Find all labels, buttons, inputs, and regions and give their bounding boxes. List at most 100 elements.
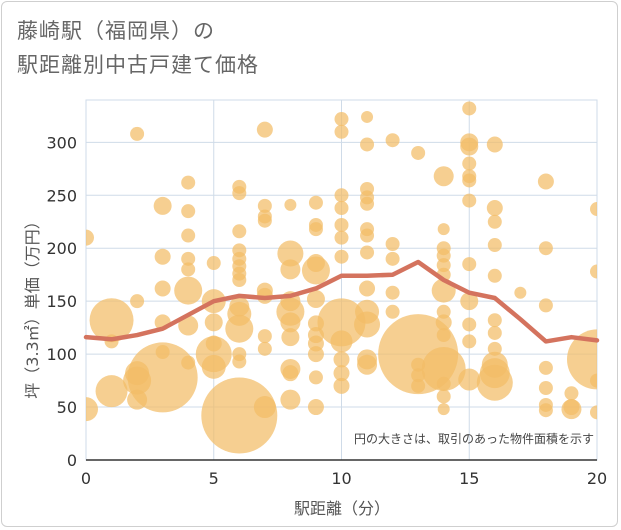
bubble-point [411, 145, 426, 160]
x-axis-label: 駅距離（分） [294, 499, 390, 518]
bubble-point [174, 276, 203, 305]
bubble-point [563, 399, 580, 416]
bubble-point [567, 329, 597, 390]
bubble-point [153, 196, 172, 215]
bubble-point [181, 175, 196, 190]
bubble-point [385, 251, 400, 266]
x-tick-label: 5 [209, 469, 219, 488]
bubble-point [462, 334, 477, 349]
bubble-point [357, 354, 378, 375]
bubble-point [460, 137, 479, 156]
bubble-point [487, 341, 502, 356]
bubble-point [462, 173, 477, 188]
bubble-point [280, 259, 301, 280]
bubble-point [181, 228, 196, 243]
bubble-point [232, 354, 247, 369]
chart-title: 藤崎駅（福岡県）の 駅距離別中古戸建て価格 [17, 14, 259, 82]
bubble-point [306, 254, 325, 273]
bubble-point [280, 389, 301, 410]
bubble-point [487, 325, 502, 340]
bubble-point [280, 312, 301, 333]
bubble-point [206, 256, 221, 271]
bubble-point [411, 378, 426, 393]
y-tick-label: 200 [46, 239, 77, 258]
bubble-point [333, 365, 350, 382]
bubble-point [181, 251, 196, 266]
bubble-point [178, 315, 199, 336]
bubble-point [334, 188, 349, 203]
bubble-point [253, 396, 276, 419]
bubble-point [306, 290, 325, 309]
bubble-point [436, 328, 451, 343]
bubble-point [360, 137, 375, 152]
axes: 0 50 100 150 200 250 300 0 5 10 15 20 [46, 133, 607, 488]
bubble-point [130, 126, 145, 141]
bubble-point [284, 198, 297, 211]
bubble-point [277, 240, 304, 267]
bubble-point [232, 273, 247, 287]
bubble-point [334, 112, 349, 127]
bubble-point [458, 368, 481, 391]
bubble-point [462, 193, 477, 208]
bubble-point [436, 389, 451, 404]
bubble-point [411, 368, 426, 383]
bubble-point [181, 204, 196, 219]
bubble-point [334, 201, 349, 215]
bubble-point [334, 124, 349, 139]
bubble-point [590, 405, 597, 420]
bubble-point [462, 257, 477, 272]
bubble-point [460, 292, 479, 311]
bubble-point [487, 214, 502, 229]
x-tick-label: 10 [331, 469, 351, 488]
bubble-point [308, 370, 323, 385]
bubble-point [86, 229, 94, 246]
y-tick-label: 300 [46, 133, 77, 152]
bubble-point [462, 317, 477, 332]
y-tick-label: 250 [46, 186, 77, 205]
bubble-point [232, 186, 247, 201]
bubble-point [486, 136, 503, 153]
bubble-point [433, 166, 454, 187]
bubble-point [538, 298, 553, 313]
bubble-point [89, 298, 134, 343]
bubble-point [317, 298, 366, 347]
bubble-point [360, 196, 375, 211]
bubble-point [229, 296, 250, 317]
bubble-point [256, 121, 273, 138]
bubble-point [201, 377, 278, 454]
y-tick-label: 0 [67, 451, 77, 470]
bubble-point [590, 264, 597, 279]
bubble-point [421, 346, 466, 391]
x-tick-label: 20 [587, 469, 607, 488]
bubble-point [154, 280, 171, 297]
title-line-1: 藤崎駅（福岡県）の [17, 19, 215, 43]
title-line-2: 駅距離別中古戸建て価格 [17, 53, 259, 77]
bubble-point [564, 386, 579, 401]
bubble-point [486, 200, 503, 216]
bubble-point [538, 381, 553, 395]
bubble-point [257, 213, 272, 228]
bubble-point [281, 328, 300, 347]
bubble-point [436, 304, 451, 319]
bubble-point [205, 335, 222, 352]
bubble-point [330, 330, 353, 353]
bubble-point [385, 285, 400, 300]
y-tick-label: 50 [57, 398, 77, 417]
bubble-point [360, 228, 375, 243]
bubble-point [538, 403, 553, 418]
bubble-series [86, 101, 597, 454]
x-tick-label: 0 [81, 469, 91, 488]
bubble-point [307, 346, 324, 363]
y-axis-label: 坪（3.3㎡）単価（万円） [23, 213, 42, 398]
bubble-point [385, 237, 400, 251]
bubble-point [514, 286, 527, 299]
y-tick-label: 150 [46, 292, 77, 311]
bubble-point [181, 355, 196, 370]
bubble-size-note: 円の大きさは、取引のあった物件面積を示す [354, 431, 594, 446]
bubble-point [481, 351, 508, 378]
bubble-point [487, 268, 502, 283]
bubble-point [538, 241, 553, 256]
average-price-line [83, 259, 600, 344]
bubble-point [308, 222, 323, 237]
bubble-point [307, 315, 324, 332]
